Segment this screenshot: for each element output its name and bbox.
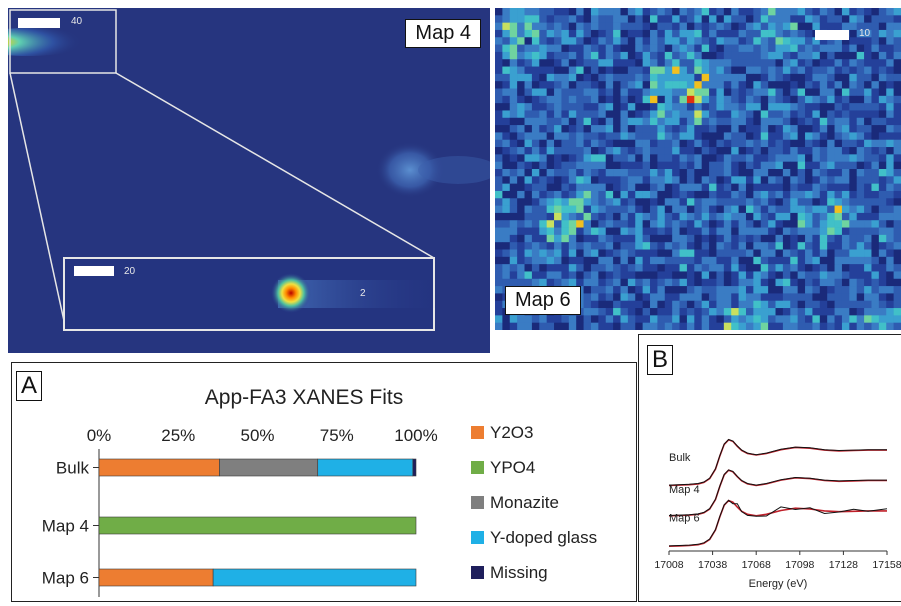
panel-a: A App-FA3 XANES Fits 0% 25% 50% 75% 100% Bulk M… [11,362,637,602]
chart-a-category-label: Map 4 [42,517,89,536]
chart-b-x-axis-label: Energy (eV) [749,578,808,590]
chart-b-x-tick-label: 17158 [872,559,901,571]
chart-b-data-line [668,438,887,486]
chart-a-x-tick-label: 50% [240,426,274,445]
chart-b-fit-line [668,499,887,547]
xanes-fits-bar-chart: App-FA3 XANES Fits 0% 25% 50% 75% 100% Bulk Map… [42,386,597,597]
map4-label: Map 4 [405,19,481,48]
chart-a-x-tick-label: 0% [87,426,112,445]
panel-a-letter: A [16,371,43,401]
map4-scale-bar [18,18,60,28]
chart-b-x-tick-label: 17008 [654,559,683,571]
chart-b-x-tick-label: 17038 [698,559,727,571]
chart-b-x-tick-label: 17128 [829,559,858,571]
chart-a-x-tick-label: 75% [320,426,354,445]
chart-a-legend-swatch [471,531,484,544]
panel-b: B Bulk Map 4 Map 6 17008 17038 17068 17098 1712… [638,334,901,602]
chart-a-legend-label: Monazite [490,493,559,512]
map4-inset-marker-value: 2 [360,288,366,299]
map6-scale-value: 10 [859,28,871,39]
chart-b-data-line [668,499,888,547]
chart-b-x-tick-label: 17068 [742,559,771,571]
map4-inset-scale-value: 20 [124,266,136,277]
chart-a-legend-swatch [471,566,484,579]
chart-a-category-label: Map 6 [42,569,89,588]
map4-scale-value: 40 [71,16,83,27]
chart-a-legend-label: YPO4 [490,458,535,477]
chart-a-bar-segment [98,458,220,477]
chart-b-series-label: Map 4 [669,484,700,496]
map4-image: 40 20 2 Map 4 [8,8,490,353]
chart-a-title: App-FA3 XANES Fits [205,386,403,409]
map6-heatmap [495,8,901,330]
chart-a-legend-swatch [471,461,484,474]
map4-heatmap [8,9,490,331]
chart-a-x-tick-label: 100% [394,426,437,445]
map6-label: Map 6 [505,286,581,315]
chart-b-data-line [668,469,887,516]
chart-a-bar-segment [212,568,417,587]
chart-b-series-label: Map 6 [669,513,700,525]
chart-a-legend-label: Y-doped glass [490,528,597,547]
chart-a-bar-segment [98,516,417,535]
chart-a-legend-swatch [471,496,484,509]
chart-b-series-label: Bulk [669,452,691,464]
panel-b-letter: B [647,345,674,375]
chart-a-legend-label: Y2O3 [490,423,533,442]
chart-a-bar-segment [98,568,214,587]
chart-a-bar-segment [219,458,319,477]
chart-a-bar-segment [317,458,414,477]
chart-b-x-tick-label: 17098 [785,559,814,571]
chart-a-x-tick-label: 25% [161,426,195,445]
map6-scale-bar [815,30,849,40]
chart-a-bar-segment [412,458,417,477]
chart-a-legend-label: Missing [490,563,548,582]
map4-inset-scale-bar [74,266,114,276]
map6-image: 10 Map 6 [495,8,901,330]
xanes-spectra-chart: Bulk Map 4 Map 6 17008 17038 17068 17098 17128 1… [654,438,901,590]
chart-a-category-label: Bulk [56,459,90,478]
chart-b-fit-line [668,438,887,487]
chart-a-legend-swatch [471,426,484,439]
